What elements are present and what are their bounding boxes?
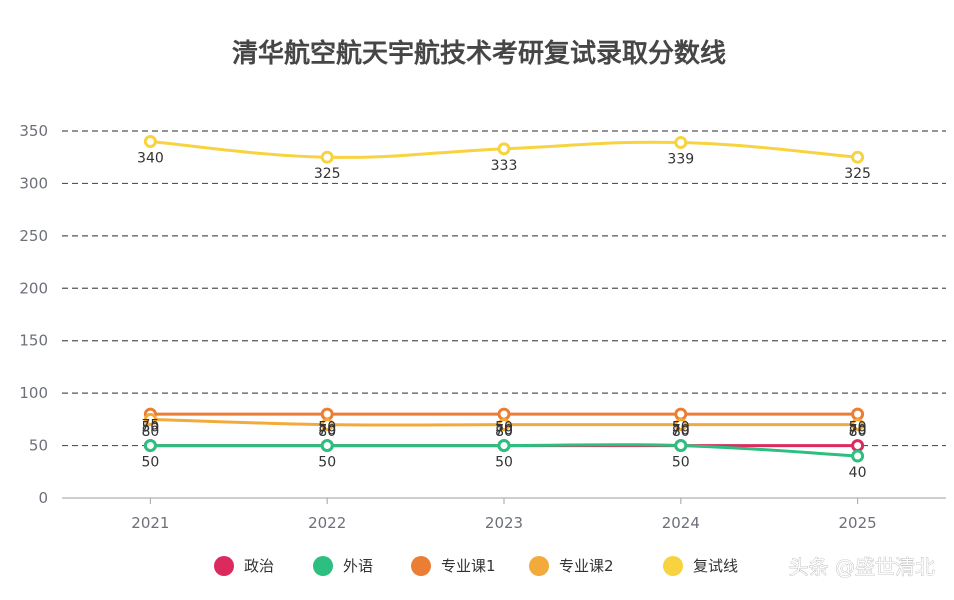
data-point[interactable] (674, 439, 688, 453)
legend-label: 外语 (343, 557, 373, 575)
x-tick-label: 2022 (308, 514, 346, 532)
data-label: 70 (495, 423, 513, 439)
data-label: 325 (314, 166, 341, 182)
data-label: 50 (318, 420, 336, 436)
data-point[interactable] (497, 142, 511, 156)
data-label: 333 (491, 158, 518, 174)
data-point[interactable] (320, 150, 334, 164)
y-tick-label: 200 (19, 279, 48, 297)
data-label: 50 (672, 420, 690, 436)
data-point[interactable] (143, 439, 157, 453)
x-tick-label: 2023 (485, 514, 523, 532)
data-point[interactable] (320, 407, 334, 421)
data-label: 50 (672, 455, 690, 471)
data-point[interactable] (674, 407, 688, 421)
y-tick-label: 100 (19, 384, 48, 402)
series-layer (143, 134, 865, 463)
legend-label: 专业课2 (559, 557, 614, 575)
y-tick-label: 50 (29, 437, 48, 455)
axes: 0 50 100 150 200 250 300 350 2021 2022 2023 2024 202… (19, 122, 946, 532)
data-label: 50 (141, 420, 159, 436)
data-point[interactable] (320, 439, 334, 453)
legend-item[interactable]: 专业课2 (529, 556, 614, 576)
data-label: 340 (137, 150, 164, 166)
data-label: 80 (495, 424, 513, 440)
data-point[interactable] (851, 407, 865, 421)
data-point[interactable] (497, 418, 511, 432)
legend-marker (411, 556, 431, 576)
legend[interactable]: 政治 外语 专业课1 专业课2 复试线 (214, 556, 738, 576)
x-tick-label: 2024 (662, 514, 700, 532)
legend-label: 政治 (244, 557, 274, 575)
legend-item[interactable]: 专业课1 (411, 556, 496, 576)
y-tick-label: 150 (19, 332, 48, 350)
data-point[interactable] (143, 134, 157, 148)
data-point[interactable] (320, 418, 334, 432)
data-label: 80 (318, 424, 336, 440)
legend-label: 专业课1 (441, 557, 496, 575)
legend-item[interactable]: 政治 (214, 556, 274, 576)
x-tick-label: 2025 (839, 514, 877, 532)
y-tick-label: 300 (19, 174, 48, 192)
data-label: 80 (849, 424, 867, 440)
legend-label: 复试线 (693, 557, 738, 575)
chart-title: 清华航空航天宇航技术考研复试录取分数线 (232, 38, 726, 69)
y-tick-label: 250 (19, 227, 48, 245)
data-point[interactable] (674, 418, 688, 432)
data-label: 70 (672, 423, 690, 439)
legend-item[interactable]: 外语 (313, 556, 373, 576)
legend-marker (313, 556, 333, 576)
data-label: 339 (667, 152, 694, 168)
data-point[interactable] (851, 150, 865, 164)
data-point[interactable] (851, 439, 865, 453)
data-label: 80 (672, 424, 690, 440)
data-label: 325 (844, 166, 871, 182)
legend-marker (663, 556, 683, 576)
data-point[interactable] (497, 407, 511, 421)
data-label: 70 (318, 423, 336, 439)
data-point[interactable] (851, 418, 865, 432)
data-label: 80 (141, 424, 159, 440)
data-point[interactable] (143, 412, 157, 426)
data-point[interactable] (851, 449, 865, 463)
grid (62, 130, 946, 447)
data-label: 50 (495, 420, 513, 436)
data-label: 50 (495, 455, 513, 471)
data-label: 50 (318, 455, 336, 471)
data-label: 40 (849, 465, 867, 481)
data-label: 50 (141, 455, 159, 471)
y-tick-label: 350 (19, 122, 48, 140)
data-label: 75 (141, 417, 159, 433)
data-point[interactable] (497, 439, 511, 453)
data-label: 50 (849, 420, 867, 436)
y-tick-label: 0 (38, 489, 48, 507)
data-label: 70 (849, 423, 867, 439)
data-point[interactable] (674, 136, 688, 150)
legend-item[interactable]: 复试线 (663, 556, 738, 576)
legend-marker (529, 556, 549, 576)
watermark: 头条 @盛世清北 (789, 555, 935, 579)
legend-marker (214, 556, 234, 576)
x-tick-label: 2021 (131, 514, 169, 532)
